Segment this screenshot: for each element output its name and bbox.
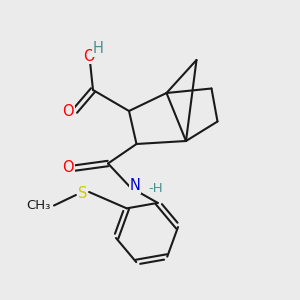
Text: CH₃: CH₃ <box>26 199 50 212</box>
Text: O: O <box>83 49 94 64</box>
Text: -H: -H <box>148 182 163 196</box>
Text: O: O <box>63 103 74 118</box>
Text: S: S <box>78 186 87 201</box>
Text: N: N <box>130 178 140 194</box>
Text: H: H <box>93 41 104 56</box>
Text: O: O <box>63 160 74 175</box>
